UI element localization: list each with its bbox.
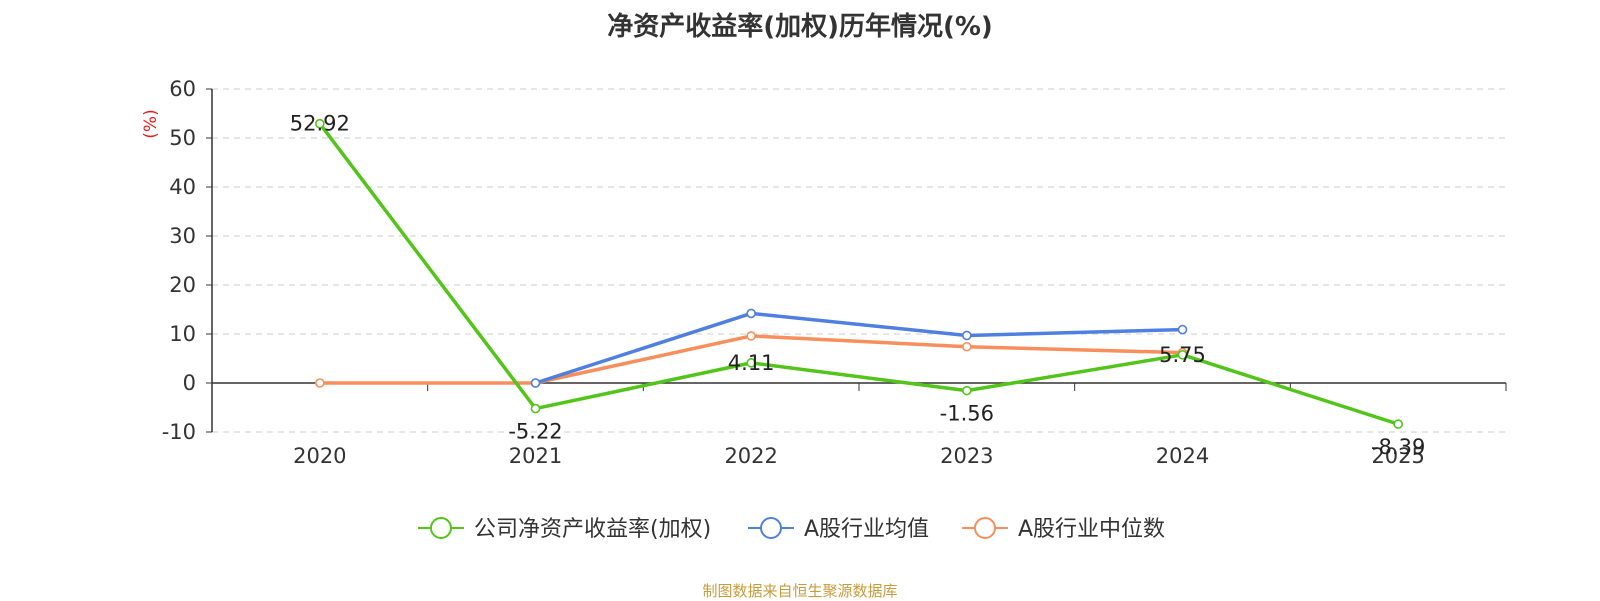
legend-label: A股行业均值: [804, 517, 929, 542]
data-label: 4.11: [728, 351, 775, 375]
data-point-industry_avg: [530, 378, 541, 388]
legend-label: 公司净资产收益率(加权): [474, 517, 711, 542]
legend-marker: [430, 517, 452, 539]
data-point-industry_median: [962, 341, 972, 352]
series-line-industry_avg: [534, 311, 1183, 385]
source-note: 制图数据来自恒生聚源数据库: [702, 582, 898, 600]
data-point-industry_median: [315, 378, 325, 388]
y-tick-label: 40: [169, 175, 196, 199]
x-tick-label: 2025: [1371, 444, 1424, 468]
legend-item-company[interactable]: 公司净资产收益率(加权): [418, 517, 711, 542]
x-tick-label: 2023: [940, 444, 993, 468]
data-point-industry_avg: [1177, 324, 1188, 335]
y-tick-label: 30: [169, 224, 196, 248]
legend-label: A股行业中位数: [1018, 517, 1165, 542]
y-tick-label: -10: [162, 420, 196, 444]
data-label: 5.75: [1159, 343, 1206, 367]
y-tick-label: 50: [169, 126, 196, 150]
y-axis-label: (%): [141, 109, 161, 138]
data-point-company: [746, 358, 756, 368]
data-point-industry_avg: [746, 308, 756, 319]
axes: -10 0 10 20 30 40 50 60 2020 2021 2022 2023 2024 2025…: [141, 77, 1507, 468]
data-label: -1.56: [940, 402, 994, 426]
series-lines: [315, 118, 1403, 429]
data-point-company: [1393, 419, 1403, 429]
data-label: 52.92: [290, 112, 350, 136]
data-point-industry_median: [746, 331, 756, 341]
x-tick-label: 2020: [293, 444, 346, 468]
chart-title: 净资产收益率(加权)历年情况(%): [607, 12, 993, 42]
data-labels: 52.92 -5.22 4.11 -1.56 5.75 -8.39: [290, 112, 1426, 459]
legend-item-industry_avg[interactable]: A股行业均值: [748, 517, 929, 542]
data-point-company: [962, 385, 972, 396]
x-tick-label: 2022: [724, 444, 777, 468]
x-tick-label: 2024: [1156, 444, 1209, 468]
legend[interactable]: 公司净资产收益率(加权) A股行业均值 A股行业中位数: [418, 517, 1165, 542]
data-point-company: [315, 118, 325, 129]
data-label: -8.39: [1371, 435, 1425, 459]
y-tick-label: 60: [169, 77, 196, 101]
y-tick-label: 0: [183, 371, 196, 395]
legend-marker: [974, 517, 996, 539]
grid-lines: [212, 88, 1506, 433]
y-tick-label: 20: [169, 273, 196, 297]
y-tick-label: 10: [169, 322, 196, 346]
legend-marker: [760, 517, 782, 539]
series-line-company: [318, 122, 1399, 426]
x-tick-label: 2021: [509, 444, 562, 468]
data-point-company: [530, 403, 541, 414]
data-point-industry_avg: [962, 330, 972, 341]
data-point-company: [1177, 350, 1188, 360]
data-label: -5.22: [508, 420, 562, 444]
legend-item-industry_median[interactable]: A股行业中位数: [962, 517, 1165, 542]
